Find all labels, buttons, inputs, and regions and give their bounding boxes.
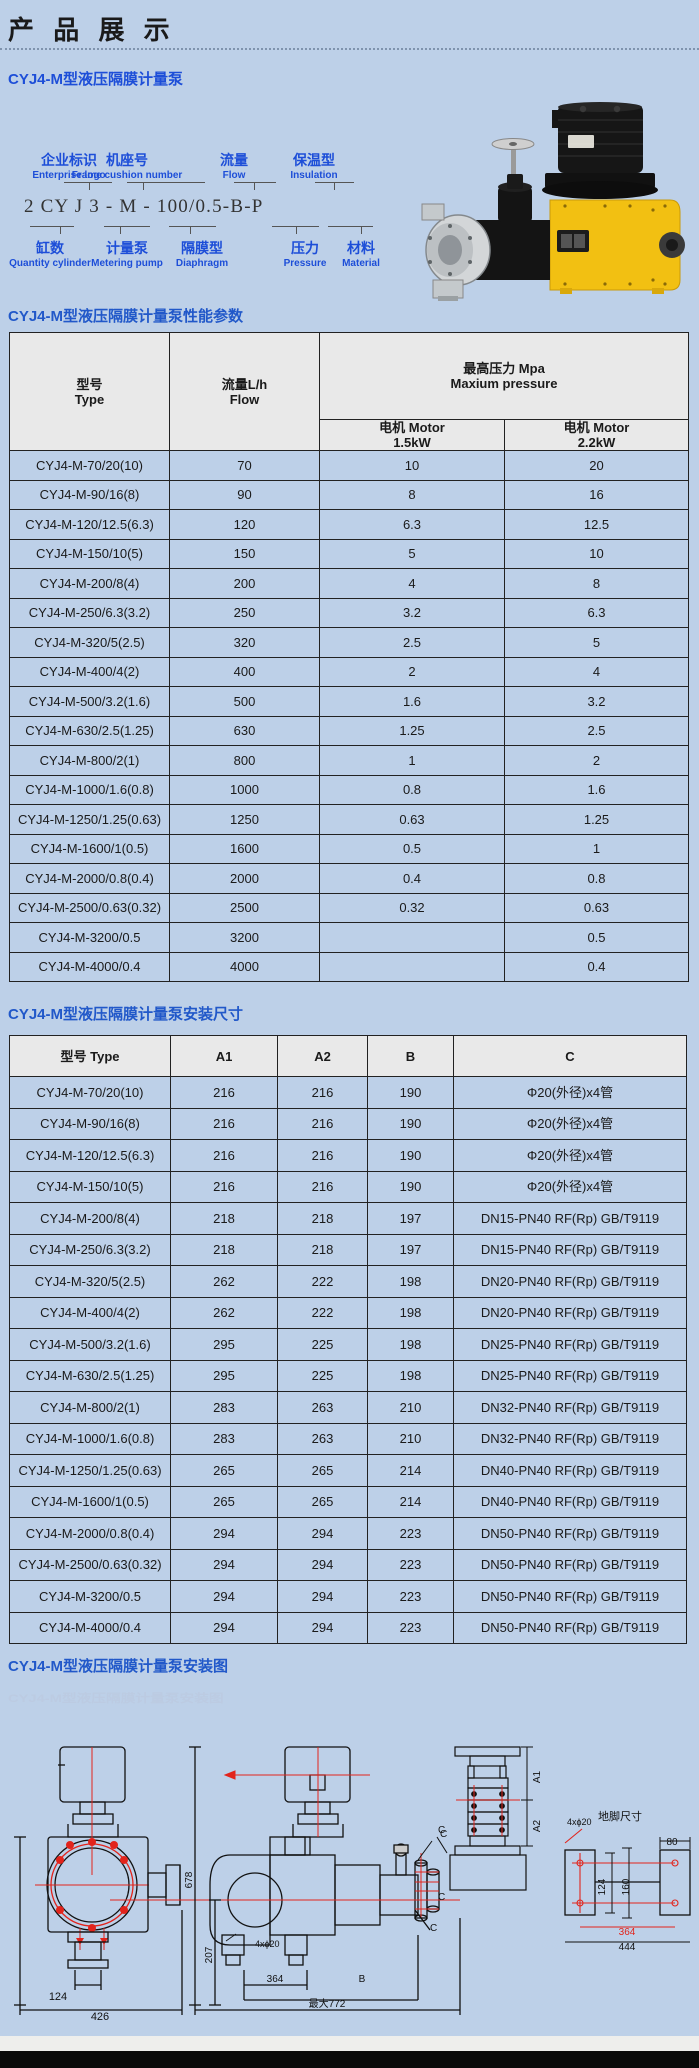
svg-text:4xϕ20: 4xϕ20 xyxy=(255,1939,280,1949)
svg-text:160: 160 xyxy=(621,1878,632,1895)
svg-text:最大772: 最大772 xyxy=(309,1997,346,2010)
svg-text:426: 426 xyxy=(91,2011,109,2023)
svg-text:207: 207 xyxy=(204,1946,215,1963)
svg-text:C: C xyxy=(438,1892,445,1903)
svg-text:B: B xyxy=(359,1974,366,1985)
svg-text:124: 124 xyxy=(49,1991,67,2003)
svg-text:A2: A2 xyxy=(532,1819,543,1832)
svg-text:678: 678 xyxy=(184,1871,195,1888)
svg-text:444: 444 xyxy=(619,1942,636,1953)
svg-text:地脚尺寸: 地脚尺寸 xyxy=(598,1809,642,1823)
svg-text:80: 80 xyxy=(666,1837,678,1848)
svg-text:4xϕ20: 4xϕ20 xyxy=(567,1817,592,1827)
svg-text:364: 364 xyxy=(619,1927,636,1938)
svg-text:C: C xyxy=(438,1825,445,1836)
svg-text:124: 124 xyxy=(597,1878,608,1895)
svg-text:A1: A1 xyxy=(532,1770,543,1783)
svg-text:364: 364 xyxy=(267,1974,284,1985)
svg-text:C: C xyxy=(430,1923,437,1934)
